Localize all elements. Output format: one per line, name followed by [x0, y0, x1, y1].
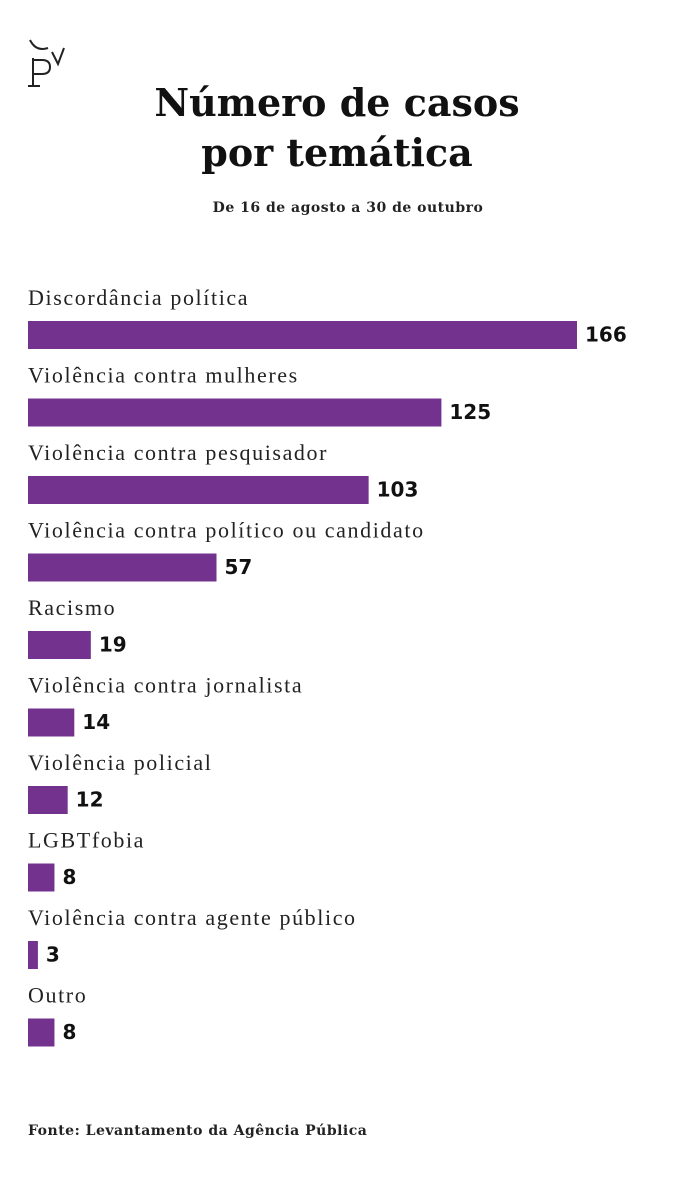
- bar: [28, 476, 369, 504]
- category-label: Discordância política: [28, 285, 249, 310]
- value-label: 8: [62, 865, 76, 889]
- bar: [28, 631, 91, 659]
- chart-subtitle: De 16 de agosto a 30 de outubro: [213, 200, 484, 216]
- value-label: 19: [99, 633, 127, 657]
- category-label: Violência contra jornalista: [28, 673, 303, 698]
- bar: [28, 786, 68, 814]
- value-label: 14: [82, 710, 110, 734]
- bar: [28, 553, 217, 582]
- bar: [28, 1018, 55, 1047]
- category-label: LGBTfobia: [28, 828, 145, 853]
- chart-title: Número de casos por temática: [154, 80, 520, 175]
- value-label: 103: [377, 478, 419, 502]
- logo: [28, 39, 65, 87]
- value-label: 12: [76, 788, 104, 812]
- value-label: 3: [46, 943, 60, 967]
- bar: [28, 708, 75, 737]
- source: Fonte: Levantamento da Agência Pública: [28, 1123, 367, 1139]
- bar: [28, 398, 442, 427]
- category-label: Violência contra mulheres: [28, 363, 299, 388]
- value-label: 125: [449, 400, 491, 424]
- category-label: Violência contra agente público: [28, 905, 357, 930]
- value-label: 57: [225, 555, 253, 579]
- value-label: 166: [585, 323, 627, 347]
- bar: [28, 863, 55, 892]
- category-label: Outro: [28, 983, 87, 1008]
- category-label: Racismo: [28, 595, 116, 620]
- value-label: 8: [62, 1020, 76, 1044]
- category-label: Violência policial: [28, 750, 212, 775]
- bar: [28, 941, 38, 969]
- category-label: Violência contra político ou candidato: [28, 518, 425, 543]
- category-label: Violência contra pesquisador: [28, 440, 328, 465]
- bar: [28, 321, 577, 349]
